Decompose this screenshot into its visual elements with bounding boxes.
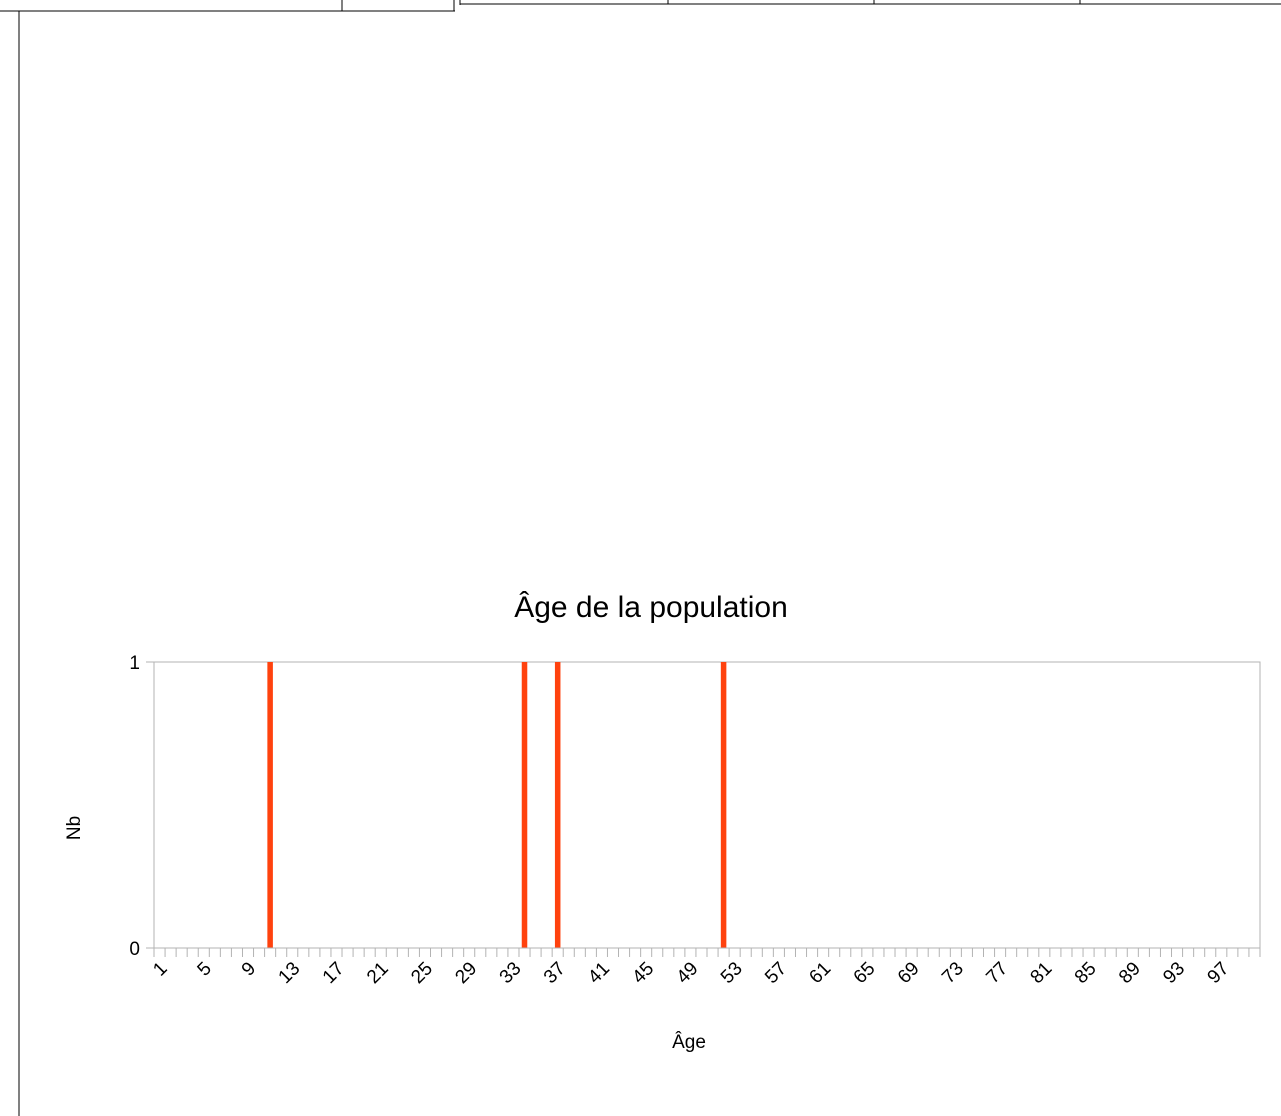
bar-age-34 — [521, 662, 528, 948]
x-tick-label: 37 — [540, 958, 570, 988]
chart-title: Âge de la population — [514, 591, 788, 624]
x-tick-label: 21 — [363, 958, 393, 988]
x-tick-label: 29 — [451, 958, 481, 988]
x-tick-label: 61 — [805, 958, 835, 988]
x-tick-label: 81 — [1027, 958, 1057, 988]
y-tick-label: 1 — [129, 653, 140, 674]
bar-age-37 — [554, 662, 561, 948]
x-tick-label: 53 — [717, 958, 747, 988]
x-tick-label: 9 — [238, 958, 260, 980]
x-tick-label: 25 — [407, 958, 437, 988]
plot-area — [153, 661, 1261, 949]
x-tick-label: 89 — [1115, 958, 1145, 988]
x-axis-label: Âge — [672, 1031, 706, 1053]
y-axis-label: Nb — [64, 816, 85, 840]
x-tick-label: 85 — [1071, 958, 1101, 988]
x-tick-label: 5 — [194, 958, 216, 980]
x-tick-label: 97 — [1204, 958, 1234, 988]
spreadsheet-cell-borders — [0, 0, 1281, 12]
x-tick-label: 45 — [628, 958, 658, 988]
x-tick-label: 17 — [319, 958, 349, 988]
x-tick-label: 1 — [149, 958, 171, 980]
x-tick-label: 49 — [673, 958, 703, 988]
x-tick-label: 65 — [850, 958, 880, 988]
x-tick-label: 13 — [275, 958, 305, 988]
bar-age-11 — [267, 662, 273, 948]
x-tick-label: 33 — [496, 958, 526, 988]
x-tick-label: 77 — [982, 958, 1012, 988]
x-tick-label: 41 — [584, 958, 614, 988]
bar-age-52 — [720, 662, 727, 948]
x-tick-label: 93 — [1159, 958, 1189, 988]
x-tick-label: 69 — [894, 958, 924, 988]
x-tick-label: 57 — [761, 958, 791, 988]
y-tick-label: 0 — [129, 939, 140, 960]
x-tick-label: 73 — [938, 958, 968, 988]
